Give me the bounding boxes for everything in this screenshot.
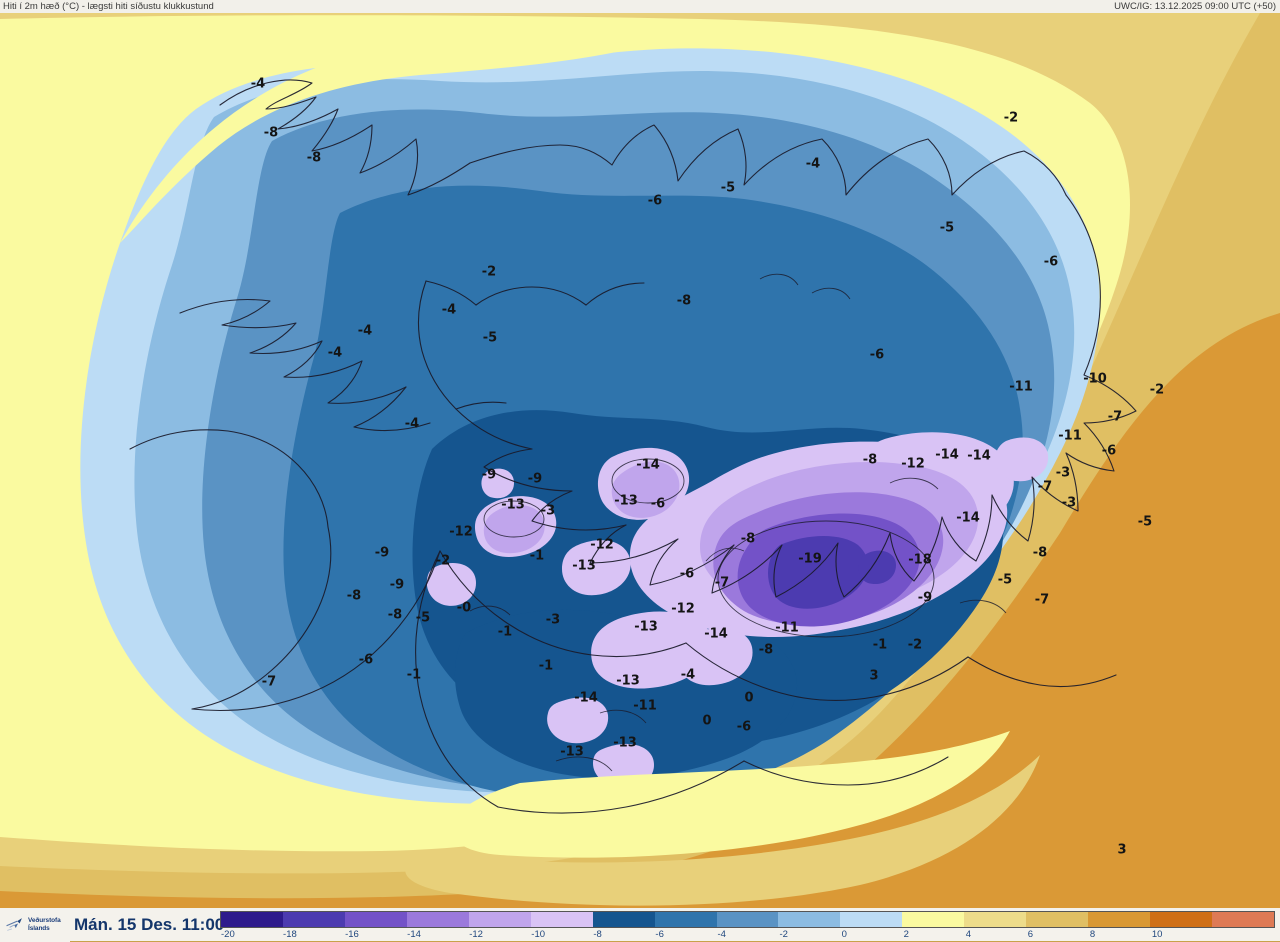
colorbar-segment [902, 912, 965, 927]
colorbar-segment [840, 912, 903, 927]
page-title: Hiti í 2m hæð (°C) - lægsti hiti síðustu… [3, 1, 214, 12]
logo-line-1: Veðurstofa [28, 916, 61, 924]
colorbar-tick: -16 [345, 929, 359, 940]
colorbar-tick: -10 [531, 929, 546, 940]
colorbar-tick: -18 [283, 929, 297, 940]
colorbar-segment [654, 912, 717, 927]
colorbar-segment [1150, 912, 1212, 927]
colorbar-segment [716, 912, 779, 927]
colorbar-segment [964, 912, 1027, 927]
colorbar-segment [406, 912, 469, 927]
colorbar-tick: 8 [1089, 929, 1096, 940]
colorbar-segment [468, 912, 531, 927]
colorbar-segment [778, 912, 841, 927]
colorbar-tick: -12 [469, 929, 483, 940]
colorbar-segment [221, 912, 283, 927]
colorbar-tick: -8 [593, 929, 602, 940]
colorbar-segment [592, 912, 655, 927]
colorbar-segment [1088, 912, 1151, 927]
colorbar-tick: -6 [655, 929, 664, 940]
colorbar-tick: -2 [779, 929, 788, 940]
colorbar-tick: 10 [1151, 929, 1163, 940]
model-run-info: UWC/IG: 13.12.2025 09:00 UTC (+50) [1114, 1, 1276, 12]
colorbar-tick: 6 [1027, 929, 1034, 940]
colorbar-segment [282, 912, 345, 927]
colorbar-tick: 0 [841, 929, 847, 940]
logo-wordmark: Veðurstofa Íslands [28, 917, 61, 933]
colorbar-tick: 2 [903, 929, 909, 940]
colorbar-tick-labels: -20 -18 -16 -14 -12 -10 -8 -6 -4 -2 0 2 4 6 8 10 [220, 928, 1275, 941]
logo-line-2: Íslands [28, 925, 50, 932]
colorbar-tick: -20 [221, 929, 235, 940]
colorbar-tick: -4 [717, 929, 726, 940]
temperature-contour-map [0, 13, 1280, 908]
valid-time-stamp: Mán. 15 Des. 11:00 [74, 915, 225, 934]
map-canvas[interactable]: -4 -8 -8 -2 -4 -6 -5 -5 -6 -2 -8 -4 -5 -4 -4 -6 -11 -10 -2… [0, 13, 1280, 908]
colorbar-segment [1026, 912, 1089, 927]
colorbar-segment [530, 912, 593, 927]
colorbar-tick: 4 [965, 929, 971, 940]
header-bar: Hiti í 2m hæð (°C) - lægsti hiti síðustu… [0, 0, 1280, 13]
wind-barb-icon [6, 918, 22, 931]
imo-logo[interactable]: Veðurstofa Íslands [0, 908, 70, 942]
colorbar-tick: -14 [407, 929, 421, 940]
colorbar[interactable]: -20 -18 -16 -14 -12 -10 -8 -6 -4 -2 0 2 4 6 8 10 [220, 908, 1275, 942]
footer-bar: Veðurstofa Íslands Mán. 15 Des. 11:00 -2… [0, 908, 1280, 942]
colorbar-segment [344, 912, 407, 927]
colorbar-gradient [220, 911, 1275, 928]
colorbar-segment [1212, 912, 1274, 927]
